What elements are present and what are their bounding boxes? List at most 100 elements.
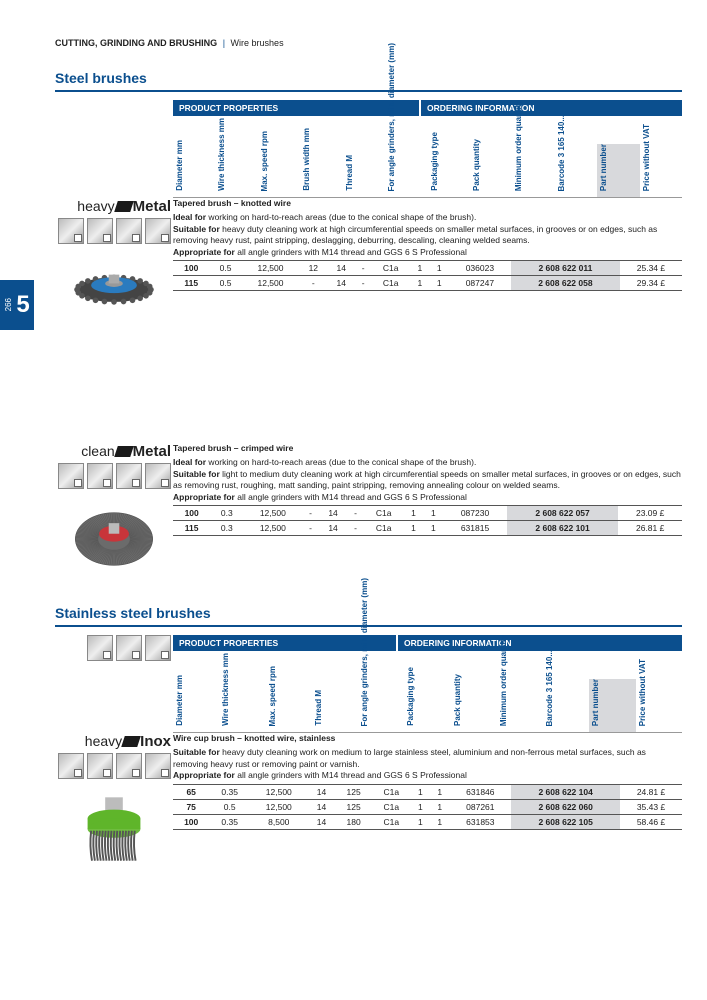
table-cell: 125	[335, 784, 371, 799]
column-label: Minimum order quantity	[499, 635, 508, 726]
table-row: 1150.512,500-14-C1a110872472 608 622 058…	[173, 276, 682, 291]
product-description: Wire cup brush – knotted wire, stainless…	[173, 733, 682, 782]
section-stainless: Stainless steel brushes PRODUCT PROPERTI…	[55, 605, 682, 873]
column-label: Pack quantity	[472, 139, 481, 191]
table-cell: 1	[411, 799, 430, 814]
feature-icon	[116, 753, 142, 779]
table-cell: 14	[327, 276, 355, 291]
table-cell: C1a	[372, 814, 411, 829]
breadcrumb-main: CUTTING, GRINDING AND BRUSHING	[55, 38, 217, 48]
table-cell: 0.35	[209, 784, 250, 799]
table-cell: C1a	[371, 261, 410, 276]
table-cell: 35.43 £	[620, 799, 682, 814]
table-cell: 125	[335, 799, 371, 814]
column-label: Pack quantity	[453, 674, 462, 726]
table-cell: 25.34 £	[620, 261, 682, 276]
table-cell: 14	[308, 784, 336, 799]
table-cell: 087247	[449, 276, 511, 291]
table-cell: 631846	[449, 784, 511, 799]
table-cell: 0.3	[210, 506, 243, 521]
table-cell: 1	[411, 784, 430, 799]
table-cell: -	[355, 276, 371, 291]
feature-icon	[58, 753, 84, 779]
table-cell: 1	[423, 521, 443, 536]
feature-icon	[145, 218, 171, 244]
feature-icon	[58, 463, 84, 489]
column-headers: Diameter mmWire thickness mmMax. speed r…	[173, 651, 682, 733]
breadcrumb-sep: |	[223, 38, 225, 48]
page-tab: 266 5	[0, 280, 34, 330]
table-cell: 2 608 622 011	[511, 261, 620, 276]
table-row: 1150.312,500-14-C1a116318152 608 622 101…	[173, 521, 682, 536]
table-cell: 1	[404, 506, 424, 521]
table-cell: 1	[404, 521, 424, 536]
product-image	[70, 250, 158, 338]
desc-ideal: Ideal for working on hard-to-reach areas…	[173, 212, 682, 223]
brand-prefix: heavy	[85, 733, 122, 749]
table-cell: 14	[319, 506, 348, 521]
feature-icon	[58, 218, 84, 244]
column-label: Diameter mm	[175, 140, 184, 191]
table-cell: 12,500	[242, 276, 300, 291]
product-image	[70, 495, 158, 583]
table-cell: C1a	[364, 506, 404, 521]
product-title: Tapered brush – knotted wire	[173, 198, 682, 209]
table-cell: 14	[319, 521, 348, 536]
product-image	[70, 785, 158, 873]
table-cell: 2 608 622 104	[511, 784, 620, 799]
column-label: Brush width mm	[302, 128, 311, 191]
table-cell: 2 608 622 058	[511, 276, 620, 291]
table-cell: 0.5	[209, 261, 241, 276]
table-cell: 2 608 622 060	[511, 799, 620, 814]
table-cell: 115	[173, 276, 209, 291]
brand-name: Metal	[133, 198, 171, 215]
desc-suitable: Suitable for heavy duty cleaning work at…	[173, 224, 682, 247]
feature-icon	[116, 463, 142, 489]
feature-icon	[87, 753, 113, 779]
column-label: Part number	[591, 679, 600, 726]
table-cell: 2 608 622 057	[507, 506, 619, 521]
table-cell: 631815	[443, 521, 507, 536]
brand-badge: cleanMetal	[55, 443, 173, 460]
table-cell: 115	[173, 521, 210, 536]
product-data-table: 650.3512,50014125C1a116318462 608 622 10…	[173, 784, 682, 830]
brand-name: Inox	[140, 733, 171, 750]
table-cell: 100	[173, 814, 209, 829]
table-cell: 29.34 £	[620, 276, 682, 291]
table-header-bar: PRODUCT PROPERTIES ORDERING INFORMATION	[173, 635, 682, 651]
breadcrumb: CUTTING, GRINDING AND BRUSHING | Wire br…	[55, 38, 682, 48]
desc-appropriate: Appropriate for all angle grinders with …	[173, 492, 682, 503]
table-cell: 087261	[449, 799, 511, 814]
table-cell: 036023	[449, 261, 511, 276]
product-description: Tapered brush – knotted wire Ideal for wo…	[173, 198, 682, 258]
product-data-table: 1000.512,5001214-C1a110360232 608 622 01…	[173, 260, 682, 291]
table-cell: -	[347, 506, 363, 521]
column-label: Max. speed rpm	[260, 131, 269, 191]
column-label: Part number	[599, 144, 608, 191]
table-cell: 14	[308, 799, 336, 814]
table-cell: 65	[173, 784, 209, 799]
table-cell: C1a	[371, 276, 410, 291]
material-icon	[145, 635, 171, 661]
table-cell: C1a	[372, 799, 411, 814]
table-cell: 26.81 £	[618, 521, 682, 536]
column-label: Minimum order quantity	[514, 100, 523, 191]
table-cell: C1a	[364, 521, 404, 536]
table-cell: 100	[173, 261, 209, 276]
table-cell: 0.5	[209, 799, 250, 814]
table-cell: 12,500	[250, 784, 308, 799]
table-cell: 180	[335, 814, 371, 829]
table-cell: 12,500	[250, 799, 308, 814]
table-cell: 1	[410, 261, 429, 276]
table-cell: 0.3	[210, 521, 243, 536]
feature-icon	[116, 218, 142, 244]
table-cell: 1	[430, 261, 449, 276]
column-label: Thread M	[314, 690, 323, 726]
column-label: Price without VAT	[642, 124, 651, 191]
product-title: Wire cup brush – knotted wire, stainless	[173, 733, 682, 744]
table-cell: 1	[430, 799, 449, 814]
column-label: Barcode 3 165 140...	[545, 650, 554, 727]
table-cell: 8,500	[250, 814, 308, 829]
table-cell: 14	[308, 814, 336, 829]
table-cell: -	[355, 261, 371, 276]
